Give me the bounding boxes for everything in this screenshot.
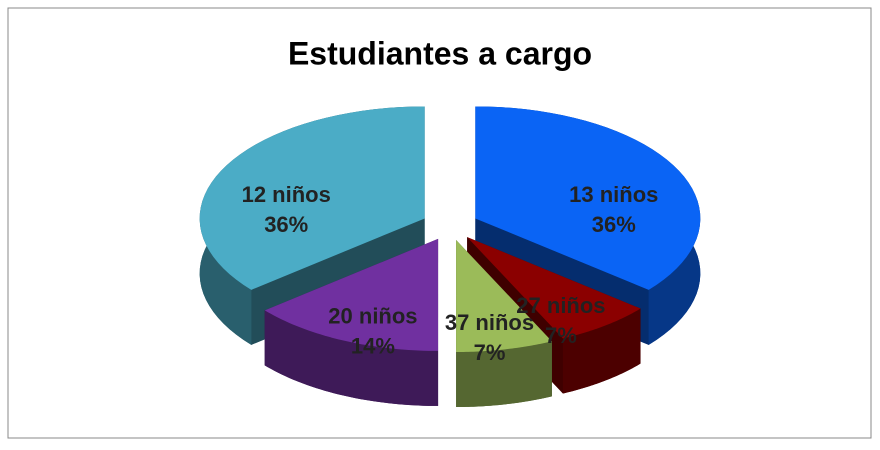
slice-top bbox=[456, 240, 552, 353]
slice-side bbox=[264, 310, 439, 406]
data-label-category: 37 niños bbox=[445, 310, 534, 335]
data-label-value: 7% bbox=[474, 340, 506, 365]
data-label-category: 12 niños bbox=[242, 182, 331, 207]
frame bbox=[7, 7, 872, 439]
slice-top bbox=[264, 238, 439, 351]
slice-top bbox=[475, 106, 701, 290]
slice-top bbox=[199, 106, 425, 290]
slice bbox=[456, 240, 552, 408]
slice bbox=[264, 238, 439, 406]
chart-title: Estudiantes a cargo bbox=[288, 35, 592, 71]
slice-side bbox=[562, 308, 641, 394]
slice-side bbox=[456, 341, 552, 408]
data-label-value: 36% bbox=[592, 212, 636, 237]
data-label-category: 20 niños bbox=[328, 304, 417, 329]
data-label-value: 7% bbox=[545, 323, 577, 348]
data-label-category: 13 niños bbox=[569, 182, 658, 207]
data-label-value: 36% bbox=[264, 212, 308, 237]
data-label-value: 14% bbox=[351, 334, 395, 359]
slice-top bbox=[467, 237, 641, 339]
data-label-category: 27 niños bbox=[516, 293, 605, 318]
